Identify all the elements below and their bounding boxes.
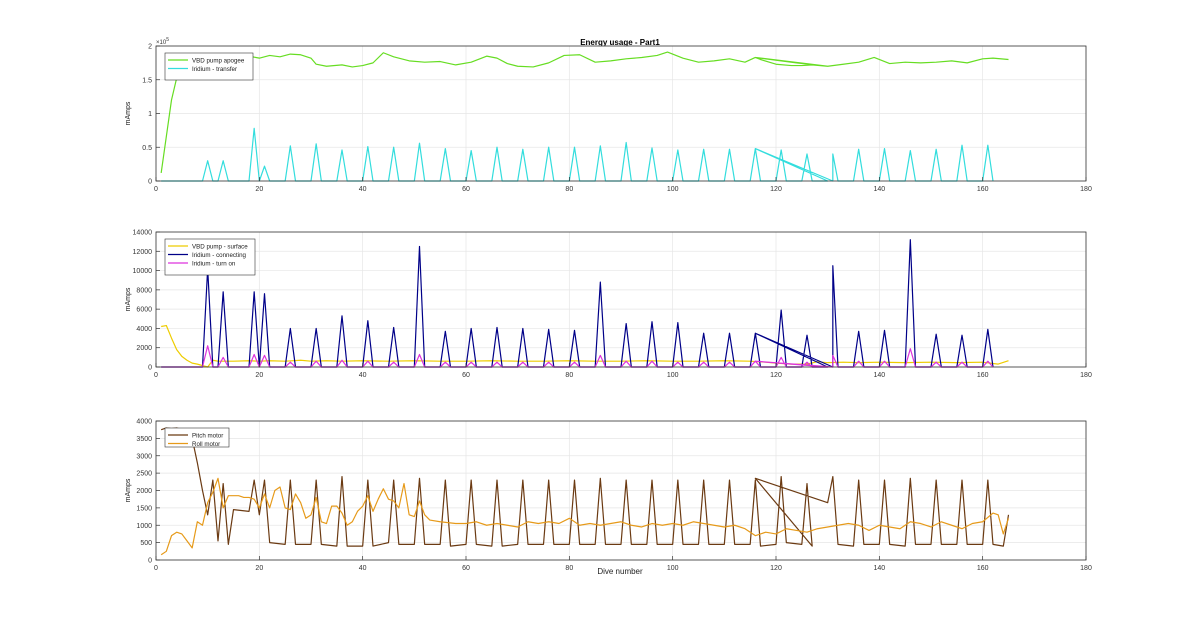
chart-2: 0 20 40 60 80 100 120 140 160 180 0 2000 4000 6000 800… — [125, 230, 1092, 380]
x-tick-label: 120 — [770, 565, 782, 572]
y-tick-label: 1000 — [136, 523, 152, 530]
x-tick-label: 140 — [873, 565, 885, 572]
x-tick-label: 100 — [667, 565, 679, 572]
series-line-3-2 — [160, 477, 1010, 556]
y-tick-label: 3000 — [136, 453, 152, 460]
x-tick-label: 60 — [462, 186, 470, 193]
y-axis-label: mAmps — [125, 101, 132, 125]
y-axis-label: mAmps — [125, 478, 132, 502]
series-line-1-2 — [161, 127, 994, 182]
legend-entry: Iridium - turn on — [192, 260, 236, 267]
y-tick-label: 0 — [148, 365, 152, 372]
y-tick-label: 3500 — [136, 436, 152, 443]
x-tick-label: 60 — [462, 372, 470, 379]
y-tick-label: 2000 — [136, 488, 152, 495]
legend-box — [164, 238, 256, 276]
y-tick-label: 0 — [148, 558, 152, 565]
legend-entry: VBD pump - surface — [192, 243, 248, 250]
y-tick-label: 2000 — [136, 345, 152, 352]
axes-box — [155, 231, 1087, 368]
x-tick-label: 0 — [154, 186, 158, 193]
y-tick-label: 10000 — [133, 268, 153, 275]
x-tick-label: 120 — [770, 186, 782, 193]
legend-entry: Iridium - transfer — [192, 66, 237, 73]
y-tick-label: 1500 — [136, 505, 152, 512]
y-tick-label: 2 — [148, 44, 152, 51]
x-tick-label: 40 — [359, 186, 367, 193]
x-tick-label: 20 — [255, 372, 263, 379]
series-line-1-1 — [160, 51, 1009, 173]
legend: VBD pump - surface Iridium - connectingIr… — [164, 238, 256, 276]
y-axis-label: mAmps — [125, 287, 132, 311]
x-tick-label: 40 — [359, 372, 367, 379]
y-axis-exponent-power: 5 — [166, 37, 169, 43]
x-tick-label: 120 — [770, 372, 782, 379]
x-tick-label: 80 — [565, 186, 573, 193]
x-tick-label: 60 — [462, 565, 470, 572]
y-tick-label: 14000 — [133, 230, 153, 237]
x-tick-label: 180 — [1080, 186, 1092, 193]
x-tick-label: 80 — [565, 565, 573, 572]
y-tick-label: 12000 — [133, 249, 153, 256]
x-tick-label: 20 — [255, 565, 263, 572]
x-tick-label: 80 — [565, 372, 573, 379]
x-tick-label: 180 — [1080, 372, 1092, 379]
y-tick-label: 0.5 — [142, 145, 152, 152]
x-tick-label: 0 — [154, 372, 158, 379]
series-line-2-2 — [161, 239, 994, 368]
x-tick-label: 20 — [255, 186, 263, 193]
x-tick-label: 100 — [667, 372, 679, 379]
legend-entry: Roll motor — [192, 441, 220, 448]
y-tick-label: 500 — [140, 540, 152, 547]
y-tick-label: 4000 — [136, 419, 152, 426]
chart-1: 0 20 40 60 80 100 120 140 160 180 0 0.5 1 1.5 2 ×105 mAm… — [125, 37, 1092, 193]
chart-3: 0 20 40 60 80 100 120 140 160 180 0 500 1000 1500 2000… — [125, 419, 1092, 573]
y-tick-label: 2500 — [136, 471, 152, 478]
series-line-2-3 — [161, 345, 994, 368]
x-tick-label: 160 — [977, 186, 989, 193]
x-tick-label: 40 — [359, 565, 367, 572]
legend-box — [164, 52, 254, 81]
legend: Pitch motor Roll motor — [164, 427, 230, 448]
x-tick-label: 140 — [873, 372, 885, 379]
y-tick-label: 8000 — [136, 287, 152, 294]
legend-entry: VBD pump apogee — [192, 57, 245, 64]
y-tick-label: 1.5 — [142, 77, 152, 84]
y-tick-label: 1 — [148, 111, 152, 118]
x-tick-label: 140 — [873, 186, 885, 193]
legend: VBD pump apogee Iridium - transfer — [164, 52, 254, 81]
x-tick-label: 0 — [154, 565, 158, 572]
y-tick-label: 4000 — [136, 326, 152, 333]
x-tick-label: 160 — [977, 565, 989, 572]
x-tick-label: 160 — [977, 372, 989, 379]
figure-title: Energy usage - Part1 — [580, 38, 660, 47]
legend-box — [164, 427, 230, 448]
y-axis-exponent: ×105 — [156, 37, 169, 46]
x-tick-label: 100 — [667, 186, 679, 193]
legend-entry: Pitch motor — [192, 432, 223, 439]
series-line-3-1 — [160, 427, 1010, 547]
y-tick-label: 6000 — [136, 307, 152, 314]
x-tick-label: 180 — [1080, 565, 1092, 572]
x-axis-label: Dive number — [597, 567, 643, 576]
legend-entry: Iridium - connecting — [192, 252, 247, 259]
y-tick-label: 0 — [148, 179, 152, 186]
